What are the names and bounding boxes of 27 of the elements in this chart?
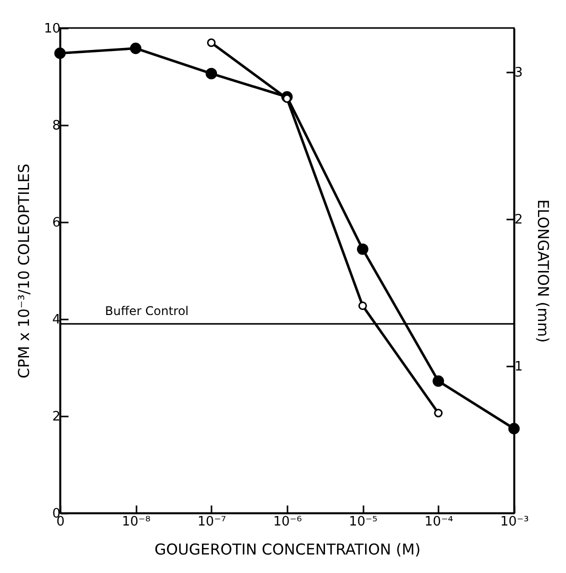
x-tick-label: 10⁻⁸ (122, 514, 150, 530)
point (432, 375, 444, 387)
point (508, 422, 520, 434)
x-tick-label: 10⁻⁷ (198, 514, 226, 530)
point (356, 243, 368, 255)
x-tick-label: 10⁻⁵ (348, 514, 378, 530)
ref-line-label: Buffer Control (105, 304, 189, 318)
point (434, 408, 443, 418)
y2-axis-title: ELONGATION (mm) (534, 199, 552, 343)
y-axis-title: CPM x 10⁻³/10 COLEOPTILES (14, 164, 33, 378)
y2-tick-label: 2 (514, 212, 523, 228)
x-axis-title: GOUGEROTIN CONCENTRATION (M) (154, 540, 421, 558)
point (358, 301, 367, 310)
x-tick-label: 10⁻³ (500, 514, 529, 530)
point (54, 48, 66, 59)
x-tick-label: 10⁻⁴ (424, 514, 454, 530)
y2-tick-label: 1 (514, 360, 523, 375)
x-tick-label: 10⁻⁶ (273, 514, 302, 530)
y-tick-label: 8 (52, 118, 60, 134)
y2-tick-label: 3 (514, 66, 523, 81)
y-tick-label: 10 (44, 22, 60, 36)
y-tick-label: 6 (52, 216, 60, 230)
y-tick-label: 2 (52, 410, 60, 424)
y-tick-label: 4 (52, 312, 60, 328)
point (130, 42, 142, 54)
point (206, 68, 218, 80)
point (207, 38, 216, 47)
